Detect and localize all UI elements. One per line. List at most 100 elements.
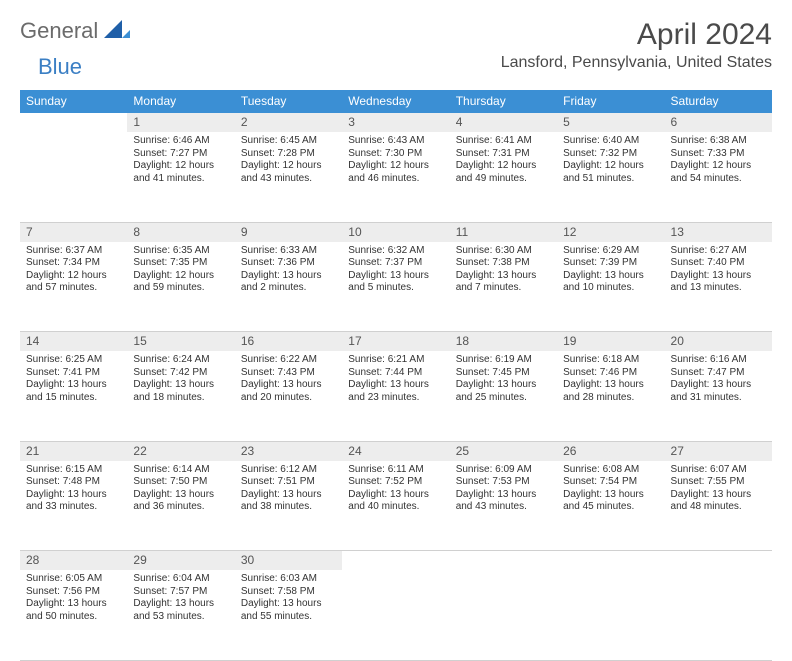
day-number-cell: 1	[127, 113, 234, 133]
day-cell: Sunrise: 6:14 AMSunset: 7:50 PMDaylight:…	[127, 461, 234, 551]
day-number-cell: 26	[557, 441, 664, 461]
daylight-line: Daylight: 13 hours and 55 minutes.	[241, 598, 336, 623]
sunset-line: Sunset: 7:46 PM	[563, 367, 658, 380]
day-cell: Sunrise: 6:07 AMSunset: 7:55 PMDaylight:…	[665, 461, 772, 551]
day-number-cell: 10	[342, 222, 449, 242]
daynum-row: 282930	[20, 551, 772, 571]
day-cell: Sunrise: 6:12 AMSunset: 7:51 PMDaylight:…	[235, 461, 342, 551]
empty-cell	[665, 570, 772, 660]
sunrise-line: Sunrise: 6:07 AM	[671, 464, 766, 477]
day-details: Sunrise: 6:30 AMSunset: 7:38 PMDaylight:…	[450, 242, 557, 301]
daynum-row: 14151617181920	[20, 332, 772, 352]
day-number-cell: 7	[20, 222, 127, 242]
sunrise-line: Sunrise: 6:25 AM	[26, 354, 121, 367]
day-number-cell: 29	[127, 551, 234, 571]
day-details: Sunrise: 6:14 AMSunset: 7:50 PMDaylight:…	[127, 461, 234, 520]
week-row: Sunrise: 6:25 AMSunset: 7:41 PMDaylight:…	[20, 351, 772, 441]
day-details: Sunrise: 6:21 AMSunset: 7:44 PMDaylight:…	[342, 351, 449, 410]
day-header: Friday	[557, 90, 664, 113]
day-header: Saturday	[665, 90, 772, 113]
sunset-line: Sunset: 7:52 PM	[348, 476, 443, 489]
day-details: Sunrise: 6:32 AMSunset: 7:37 PMDaylight:…	[342, 242, 449, 301]
day-number-cell: 15	[127, 332, 234, 352]
day-details: Sunrise: 6:08 AMSunset: 7:54 PMDaylight:…	[557, 461, 664, 520]
day-number-cell: 8	[127, 222, 234, 242]
sunrise-line: Sunrise: 6:32 AM	[348, 245, 443, 258]
day-details: Sunrise: 6:19 AMSunset: 7:45 PMDaylight:…	[450, 351, 557, 410]
day-header: Wednesday	[342, 90, 449, 113]
sunset-line: Sunset: 7:33 PM	[671, 148, 766, 161]
daylight-line: Daylight: 13 hours and 38 minutes.	[241, 489, 336, 514]
sunset-line: Sunset: 7:30 PM	[348, 148, 443, 161]
daylight-line: Daylight: 13 hours and 40 minutes.	[348, 489, 443, 514]
daylight-line: Daylight: 13 hours and 23 minutes.	[348, 379, 443, 404]
day-details: Sunrise: 6:03 AMSunset: 7:58 PMDaylight:…	[235, 570, 342, 629]
sunset-line: Sunset: 7:55 PM	[671, 476, 766, 489]
sunset-line: Sunset: 7:36 PM	[241, 257, 336, 270]
sunrise-line: Sunrise: 6:09 AM	[456, 464, 551, 477]
daylight-line: Daylight: 12 hours and 46 minutes.	[348, 160, 443, 185]
day-number-cell: 24	[342, 441, 449, 461]
day-details: Sunrise: 6:15 AMSunset: 7:48 PMDaylight:…	[20, 461, 127, 520]
sunrise-line: Sunrise: 6:27 AM	[671, 245, 766, 258]
day-cell: Sunrise: 6:37 AMSunset: 7:34 PMDaylight:…	[20, 242, 127, 332]
blank-cell	[450, 551, 557, 571]
day-header: Thursday	[450, 90, 557, 113]
empty-cell	[450, 570, 557, 660]
day-cell: Sunrise: 6:25 AMSunset: 7:41 PMDaylight:…	[20, 351, 127, 441]
day-details: Sunrise: 6:27 AMSunset: 7:40 PMDaylight:…	[665, 242, 772, 301]
day-cell: Sunrise: 6:04 AMSunset: 7:57 PMDaylight:…	[127, 570, 234, 660]
day-cell: Sunrise: 6:43 AMSunset: 7:30 PMDaylight:…	[342, 132, 449, 222]
day-details: Sunrise: 6:45 AMSunset: 7:28 PMDaylight:…	[235, 132, 342, 191]
calendar-table: SundayMondayTuesdayWednesdayThursdayFrid…	[20, 90, 772, 661]
daylight-line: Daylight: 13 hours and 25 minutes.	[456, 379, 551, 404]
day-details: Sunrise: 6:07 AMSunset: 7:55 PMDaylight:…	[665, 461, 772, 520]
daylight-line: Daylight: 13 hours and 15 minutes.	[26, 379, 121, 404]
day-details: Sunrise: 6:18 AMSunset: 7:46 PMDaylight:…	[557, 351, 664, 410]
day-details: Sunrise: 6:38 AMSunset: 7:33 PMDaylight:…	[665, 132, 772, 191]
day-number-cell: 18	[450, 332, 557, 352]
sunrise-line: Sunrise: 6:12 AM	[241, 464, 336, 477]
brand-text-blue: Blue	[38, 54, 82, 80]
daylight-line: Daylight: 12 hours and 43 minutes.	[241, 160, 336, 185]
day-number-cell: 2	[235, 113, 342, 133]
day-details: Sunrise: 6:16 AMSunset: 7:47 PMDaylight:…	[665, 351, 772, 410]
daynum-row: 78910111213	[20, 222, 772, 242]
week-row: Sunrise: 6:05 AMSunset: 7:56 PMDaylight:…	[20, 570, 772, 660]
day-cell: Sunrise: 6:09 AMSunset: 7:53 PMDaylight:…	[450, 461, 557, 551]
day-number-cell: 14	[20, 332, 127, 352]
brand-mark-icon	[104, 20, 130, 43]
daylight-line: Daylight: 13 hours and 36 minutes.	[133, 489, 228, 514]
sunset-line: Sunset: 7:39 PM	[563, 257, 658, 270]
day-number-cell: 16	[235, 332, 342, 352]
day-cell: Sunrise: 6:32 AMSunset: 7:37 PMDaylight:…	[342, 242, 449, 332]
day-number-cell: 25	[450, 441, 557, 461]
day-header-row: SundayMondayTuesdayWednesdayThursdayFrid…	[20, 90, 772, 113]
week-row: Sunrise: 6:37 AMSunset: 7:34 PMDaylight:…	[20, 242, 772, 332]
daylight-line: Daylight: 12 hours and 54 minutes.	[671, 160, 766, 185]
day-number-cell: 23	[235, 441, 342, 461]
daylight-line: Daylight: 12 hours and 41 minutes.	[133, 160, 228, 185]
sunrise-line: Sunrise: 6:33 AM	[241, 245, 336, 258]
daylight-line: Daylight: 12 hours and 59 minutes.	[133, 270, 228, 295]
daynum-row: 123456	[20, 113, 772, 133]
calendar-body: 123456Sunrise: 6:46 AMSunset: 7:27 PMDay…	[20, 113, 772, 661]
day-number-cell: 9	[235, 222, 342, 242]
sunset-line: Sunset: 7:34 PM	[26, 257, 121, 270]
day-cell: Sunrise: 6:35 AMSunset: 7:35 PMDaylight:…	[127, 242, 234, 332]
sunrise-line: Sunrise: 6:19 AM	[456, 354, 551, 367]
day-cell: Sunrise: 6:18 AMSunset: 7:46 PMDaylight:…	[557, 351, 664, 441]
sunrise-line: Sunrise: 6:43 AM	[348, 135, 443, 148]
sunset-line: Sunset: 7:40 PM	[671, 257, 766, 270]
day-cell: Sunrise: 6:40 AMSunset: 7:32 PMDaylight:…	[557, 132, 664, 222]
sunset-line: Sunset: 7:28 PM	[241, 148, 336, 161]
daylight-line: Daylight: 12 hours and 57 minutes.	[26, 270, 121, 295]
day-details: Sunrise: 6:12 AMSunset: 7:51 PMDaylight:…	[235, 461, 342, 520]
sunrise-line: Sunrise: 6:35 AM	[133, 245, 228, 258]
day-cell: Sunrise: 6:21 AMSunset: 7:44 PMDaylight:…	[342, 351, 449, 441]
day-number-cell: 22	[127, 441, 234, 461]
daylight-line: Daylight: 13 hours and 28 minutes.	[563, 379, 658, 404]
sunset-line: Sunset: 7:58 PM	[241, 586, 336, 599]
day-number-cell: 5	[557, 113, 664, 133]
blank-cell	[20, 113, 127, 133]
